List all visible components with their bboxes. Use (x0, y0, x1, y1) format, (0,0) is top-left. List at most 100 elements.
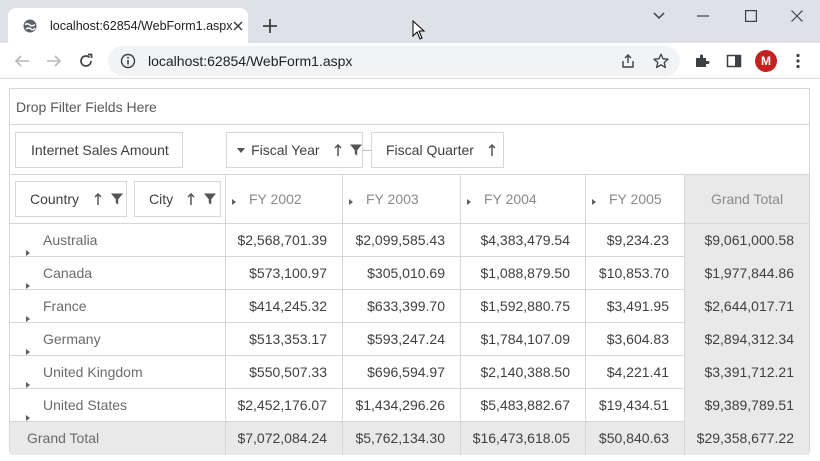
pivot-grid: Drop Filter Fields Here Internet Sales A… (9, 88, 810, 455)
field-label: Country (30, 191, 80, 207)
browser-tab[interactable]: localhost:62854/WebForm1.aspx (8, 8, 248, 43)
grand-total-cell: $9,061,000.58 (685, 224, 809, 257)
row-header-country[interactable]: Germany (10, 323, 226, 356)
value-cell: $305,010.69 (343, 257, 461, 290)
field-label: City (149, 191, 174, 207)
expand-arrow-icon[interactable] (467, 192, 471, 208)
value-cell: $2,140,388.50 (461, 356, 586, 389)
value-cell: $9,234.23 (586, 224, 685, 257)
field-fiscal-year[interactable]: Fiscal Year (226, 132, 363, 168)
row-header-label: Grand Total (27, 430, 100, 446)
profile-avatar[interactable]: M (755, 50, 777, 72)
value-cell: $513,353.17 (226, 323, 343, 356)
value-cell: $696,594.97 (343, 356, 461, 389)
value-cell: $19,434.51 (586, 389, 685, 422)
table-row: Germany $513,353.17 $593,247.24 $1,784,107.… (10, 323, 809, 356)
field-label: Fiscal Quarter (386, 142, 474, 158)
value-cell: $573,100.97 (226, 257, 343, 290)
sort-ascending-icon[interactable] (485, 143, 499, 157)
value-cell: $1,434,296.26 (343, 389, 461, 422)
bookmark-star-icon[interactable] (653, 53, 669, 69)
side-panel-icon[interactable] (725, 52, 743, 70)
back-button[interactable] (10, 49, 34, 73)
value-cell: $16,473,618.05 (461, 422, 586, 455)
mouse-cursor-icon (412, 19, 426, 40)
value-cell: $5,762,134.30 (343, 422, 461, 455)
globe-icon (22, 18, 38, 34)
close-tab-icon[interactable] (232, 18, 243, 34)
expand-arrow-icon[interactable] (26, 301, 30, 334)
expand-arrow-icon[interactable] (26, 367, 30, 400)
row-header-label: Canada (43, 265, 93, 281)
table-row: Canada $573,100.97 $305,010.69 $1,088,879.5… (10, 257, 809, 290)
row-header-country[interactable]: Canada (10, 257, 226, 290)
data-header-area: Internet Sales Amount Fiscal Year Fiscal… (10, 125, 809, 175)
field-city[interactable]: City (134, 181, 221, 217)
filter-drop-area[interactable]: Drop Filter Fields Here (10, 89, 809, 125)
tab-search-chevron-icon[interactable] (649, 6, 669, 26)
expand-arrow-icon[interactable] (26, 235, 30, 268)
row-header-country[interactable]: United States (10, 389, 226, 422)
grand-total-label: Grand Total (10, 422, 226, 455)
filter-icon[interactable] (110, 192, 124, 206)
filter-icon[interactable] (349, 143, 362, 157)
more-menu-icon[interactable] (789, 52, 807, 70)
value-cell: $593,247.24 (343, 323, 461, 356)
value-cell: $2,099,585.43 (343, 224, 461, 257)
column-header-fy2004[interactable]: FY 2004 (461, 175, 586, 224)
column-header-fy2002[interactable]: FY 2002 (226, 175, 343, 224)
column-header-fy2005[interactable]: FY 2005 (586, 175, 685, 224)
field-connector (363, 150, 371, 151)
row-header-country[interactable]: France (10, 290, 226, 323)
value-cell: $633,399.70 (343, 290, 461, 323)
filter-icon[interactable] (203, 192, 217, 206)
value-cell: $1,592,880.75 (461, 290, 586, 323)
value-cell: $7,072,084.24 (226, 422, 343, 455)
new-tab-button[interactable] (258, 14, 282, 38)
grand-total-cell: $9,389,789.51 (685, 389, 809, 422)
extensions-puzzle-icon[interactable] (693, 52, 711, 70)
value-cell: $10,853.70 (586, 257, 685, 290)
value-cell: $1,088,879.50 (461, 257, 586, 290)
collapse-arrow-icon[interactable] (236, 143, 245, 157)
minimize-button[interactable] (693, 6, 713, 26)
grand-total-row: Grand Total $7,072,084.24 $5,762,134.30 $16… (10, 422, 809, 455)
sort-ascending-icon[interactable] (332, 143, 345, 157)
page-content: Drop Filter Fields Here Internet Sales A… (0, 80, 820, 461)
field-fiscal-quarter[interactable]: Fiscal Quarter (371, 132, 504, 168)
row-header-country[interactable]: Australia (10, 224, 226, 257)
share-icon[interactable] (620, 53, 636, 69)
address-bar[interactable]: localhost:62854/WebForm1.aspx (108, 46, 680, 76)
value-cell: $50,840.63 (586, 422, 685, 455)
close-window-button[interactable] (787, 6, 807, 26)
row-header-label: United States (43, 397, 128, 413)
url-text: localhost:62854/WebForm1.aspx (148, 53, 353, 69)
value-cell: $4,221.41 (586, 356, 685, 389)
grand-total-cell: $3,391,712.21 (685, 356, 809, 389)
column-header-label: FY 2005 (609, 191, 662, 207)
value-cell: $550,507.33 (226, 356, 343, 389)
maximize-button[interactable] (741, 6, 761, 26)
row-header-country[interactable]: United Kingdom (10, 356, 226, 389)
expand-arrow-icon[interactable] (26, 334, 30, 367)
row-header-label: United Kingdom (43, 364, 143, 380)
forward-button[interactable] (42, 49, 66, 73)
column-header-grand-total: Grand Total (685, 175, 809, 224)
value-cell: $2,568,701.39 (226, 224, 343, 257)
sort-ascending-icon[interactable] (91, 192, 105, 206)
row-header-label: Australia (43, 232, 98, 248)
column-header-fy2003[interactable]: FY 2003 (343, 175, 461, 224)
expand-arrow-icon[interactable] (232, 192, 236, 208)
reload-button[interactable] (74, 49, 98, 73)
expand-arrow-icon[interactable] (26, 400, 30, 433)
expand-arrow-icon[interactable] (26, 268, 30, 301)
value-cell: $2,452,176.07 (226, 389, 343, 422)
sort-ascending-icon[interactable] (184, 192, 198, 206)
field-internet-sales-amount[interactable]: Internet Sales Amount (15, 132, 183, 168)
expand-arrow-icon[interactable] (349, 192, 353, 208)
site-info-icon[interactable] (120, 53, 136, 69)
tab-title: localhost:62854/WebForm1.aspx (50, 18, 233, 33)
field-country[interactable]: Country (15, 181, 127, 217)
expand-arrow-icon[interactable] (592, 192, 596, 208)
row-field-area: Country City (10, 175, 226, 224)
